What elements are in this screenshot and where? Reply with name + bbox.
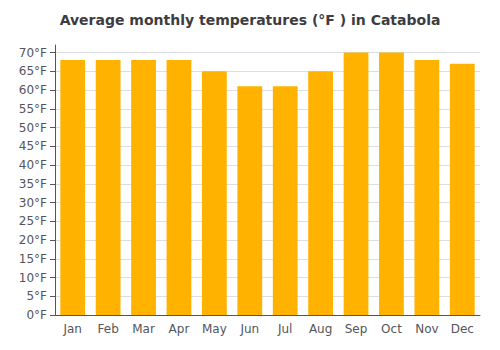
svg-text:25°F: 25°F: [19, 214, 47, 228]
svg-text:Jul: Jul: [277, 322, 292, 336]
svg-text:70°F: 70°F: [19, 46, 47, 60]
svg-text:45°F: 45°F: [19, 139, 47, 153]
svg-text:35°F: 35°F: [19, 177, 47, 191]
svg-text:Apr: Apr: [169, 322, 190, 336]
svg-text:Sep: Sep: [345, 322, 368, 336]
svg-text:60°F: 60°F: [19, 83, 47, 97]
svg-text:Feb: Feb: [98, 322, 119, 336]
svg-text:30°F: 30°F: [19, 196, 47, 210]
svg-text:65°F: 65°F: [19, 64, 47, 78]
svg-text:Average monthly temperatures (: Average monthly temperatures (°F ) in Ca…: [60, 12, 441, 28]
svg-text:May: May: [202, 322, 227, 336]
svg-text:Nov: Nov: [415, 322, 438, 336]
svg-text:Jan: Jan: [62, 322, 82, 336]
svg-text:Aug: Aug: [309, 322, 332, 336]
svg-text:50°F: 50°F: [19, 121, 47, 135]
svg-text:5°F: 5°F: [26, 289, 47, 303]
svg-text:15°F: 15°F: [19, 252, 47, 266]
svg-text:Mar: Mar: [132, 322, 155, 336]
svg-text:Jun: Jun: [239, 322, 259, 336]
svg-text:Oct: Oct: [381, 322, 402, 336]
svg-text:0°F: 0°F: [26, 308, 47, 322]
svg-text:10°F: 10°F: [19, 271, 47, 285]
svg-text:40°F: 40°F: [19, 158, 47, 172]
svg-text:55°F: 55°F: [19, 102, 47, 116]
svg-text:Dec: Dec: [451, 322, 474, 336]
svg-text:20°F: 20°F: [19, 233, 47, 247]
